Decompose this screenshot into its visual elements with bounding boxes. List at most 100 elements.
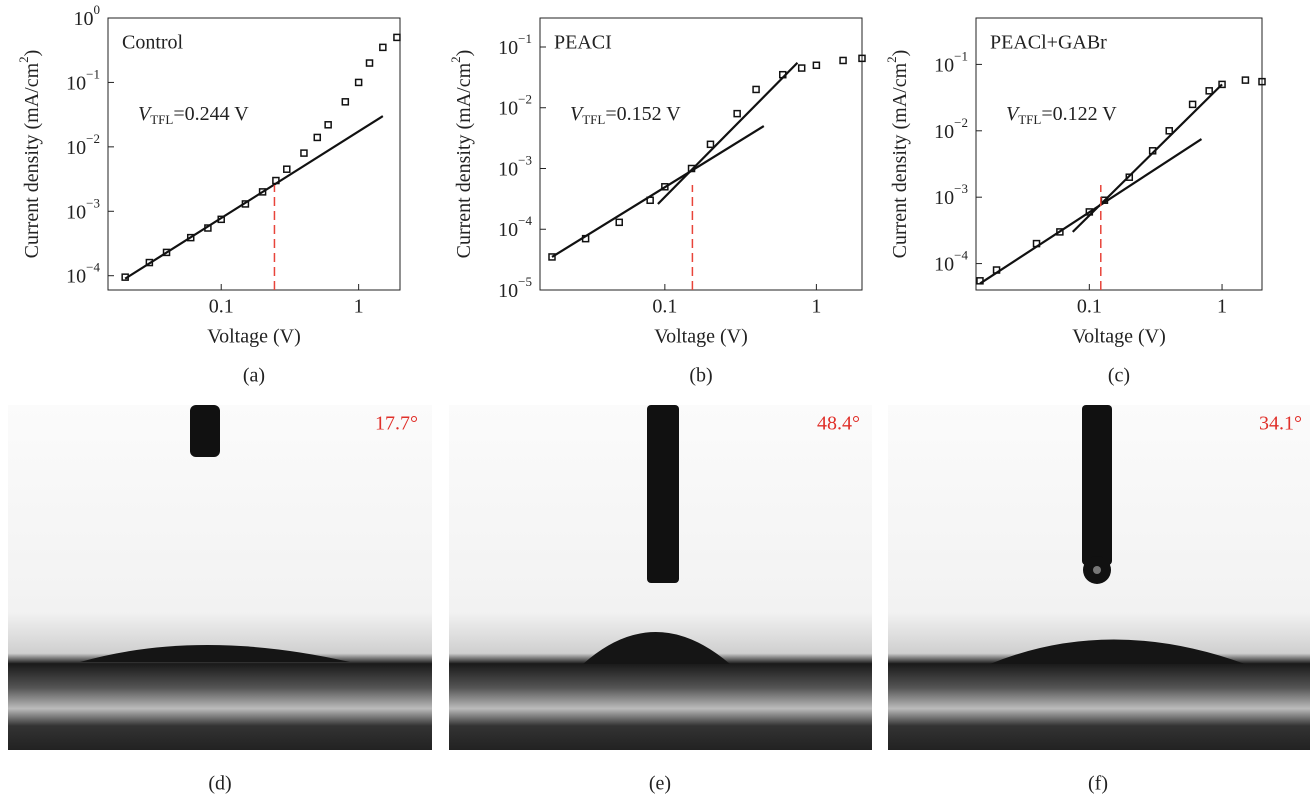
panel-label: (e) (649, 773, 671, 795)
chart-title: PEACl+GABr (990, 32, 1107, 54)
y-tick-label: 10−3 (66, 195, 100, 223)
tick-exponent: −1 (86, 66, 100, 81)
tick-exponent: −4 (954, 248, 968, 263)
fit-line (979, 138, 1203, 285)
contact-angle: 34.1° (1259, 413, 1302, 435)
x-tick-label: 0.1 (652, 296, 677, 318)
data-point (1188, 100, 1197, 109)
x-axis-label: Voltage (V) (1072, 326, 1166, 348)
annotation-symbol: V (570, 103, 585, 125)
tick-base: 10 (498, 97, 518, 119)
tick-base: 10 (934, 187, 954, 209)
annotation: VTFL=0.122 V (1006, 103, 1117, 127)
annotation: VTFL=0.152 V (570, 103, 681, 127)
data-point (258, 188, 267, 196)
y-axis-label-end: ) (889, 50, 911, 57)
photo: 48.4° (e) (449, 405, 872, 795)
data-point (341, 98, 350, 106)
chart-title: Control (122, 32, 184, 54)
tick-exponent: −4 (518, 213, 532, 228)
plot-frame (107, 17, 401, 291)
fit-line (124, 115, 384, 280)
fit-line (657, 61, 799, 205)
data-point (1056, 228, 1064, 236)
panel-label: (f) (1088, 773, 1108, 795)
tick-exponent: −1 (954, 48, 968, 63)
data-point (615, 218, 623, 227)
x-tick-label: 1 (354, 296, 364, 318)
fit-line (551, 125, 765, 258)
data-point (1258, 77, 1266, 86)
contact-angle: 17.7° (375, 413, 418, 435)
tick-base: 10 (934, 120, 954, 142)
y-tick-label: 10−2 (498, 92, 532, 120)
data-point (706, 140, 715, 149)
data-point (812, 61, 821, 70)
y-tick-label: 10−3 (934, 181, 968, 209)
tick-exponent: −4 (86, 260, 100, 275)
data-point (1218, 80, 1226, 89)
tick-base: 10 (498, 280, 518, 302)
data-point (365, 59, 374, 67)
data-point (354, 78, 363, 87)
tick-exponent: −3 (518, 152, 532, 167)
photo: 17.7° (d) (8, 405, 432, 795)
x-tick-label: 1 (811, 296, 821, 318)
y-axis-label: Current density (mA/cm2) (884, 50, 911, 259)
plot-frame (975, 17, 1263, 291)
y-axis-label-end: ) (453, 50, 475, 57)
data-point (186, 233, 195, 242)
annotation: VTFL=0.244 V (138, 103, 249, 127)
x-tick-label: 0.1 (1077, 296, 1102, 318)
data-point (162, 248, 171, 257)
y-tick-label: 10−5 (498, 274, 532, 302)
annotation-symbol: V (138, 103, 153, 125)
y-axis-label-sup: 2 (16, 56, 31, 63)
y-tick-label: 10−1 (498, 31, 532, 59)
contact-angle: 48.4° (817, 413, 860, 435)
chart-title: PEACI (554, 32, 612, 54)
y-tick-label: 10−3 (498, 152, 532, 180)
data-point (752, 85, 760, 94)
y-axis-label-main: Current density (mA/cm (889, 62, 911, 258)
annotation-sub: TFL (150, 112, 173, 127)
data-point (324, 121, 332, 129)
tick-exponent: −2 (86, 131, 100, 146)
data-point (300, 149, 308, 157)
annotation-sub: TFL (582, 112, 605, 127)
panel-label: (d) (208, 773, 231, 795)
annotation-text: =0.122 V (1041, 103, 1117, 125)
tick-exponent: −1 (518, 31, 532, 46)
tick-exponent: −2 (518, 92, 532, 107)
y-axis-label: Current density (mA/cm2) (16, 50, 43, 259)
tick-base: 10 (66, 72, 86, 94)
tick-base: 10 (66, 265, 86, 287)
annotation-text: =0.152 V (605, 103, 681, 125)
data-point (1241, 76, 1250, 84)
annotation-symbol: V (1006, 103, 1021, 125)
y-axis-label: Current density (mA/cm2) (448, 50, 475, 259)
y-tick-label: 10−2 (66, 131, 100, 159)
data-point (1165, 127, 1173, 135)
x-axis-label: Voltage (V) (654, 326, 748, 348)
panel-label: (c) (1108, 365, 1130, 387)
y-axis-label-main: Current density (mA/cm (453, 62, 475, 258)
tick-exponent: −3 (954, 181, 968, 196)
tick-base: 10 (66, 136, 86, 158)
y-axis-label-sup: 2 (884, 56, 899, 63)
tick-base: 10 (498, 158, 518, 180)
y-tick-label: 10−2 (934, 115, 968, 143)
data-point (548, 253, 556, 261)
data-point (313, 133, 322, 142)
data-point (858, 54, 866, 63)
y-tick-label: 10−1 (934, 48, 968, 76)
tick-base: 10 (934, 54, 954, 76)
annotation-text: =0.244 V (173, 103, 249, 125)
data-point (283, 165, 291, 173)
panel-label: (b) (689, 365, 712, 387)
data-point (797, 64, 806, 72)
y-tick-label: 10−4 (498, 213, 532, 241)
tick-exponent: −3 (86, 195, 100, 210)
tick-exponent: −2 (954, 115, 968, 130)
y-axis-label-end: ) (21, 50, 43, 57)
